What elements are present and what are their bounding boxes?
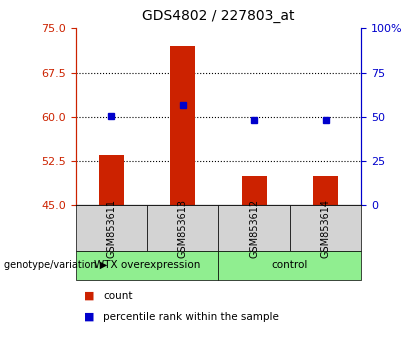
Text: ■: ■ [84,291,94,301]
Text: WTX overexpression: WTX overexpression [94,261,200,270]
Bar [241,176,267,205]
Text: GSM853612: GSM853612 [249,199,259,258]
Bar [313,176,338,205]
Bar [170,46,195,205]
Text: count: count [103,291,132,301]
Text: percentile rank within the sample: percentile rank within the sample [103,312,279,322]
Text: genotype/variation ▶: genotype/variation ▶ [4,261,108,270]
Text: ■: ■ [84,312,94,322]
Bar [99,155,124,205]
Text: control: control [272,261,308,270]
Text: GSM853611: GSM853611 [106,199,116,258]
Text: GSM853613: GSM853613 [178,199,188,258]
Text: GSM853614: GSM853614 [320,199,331,258]
Title: GDS4802 / 227803_at: GDS4802 / 227803_at [142,9,295,23]
